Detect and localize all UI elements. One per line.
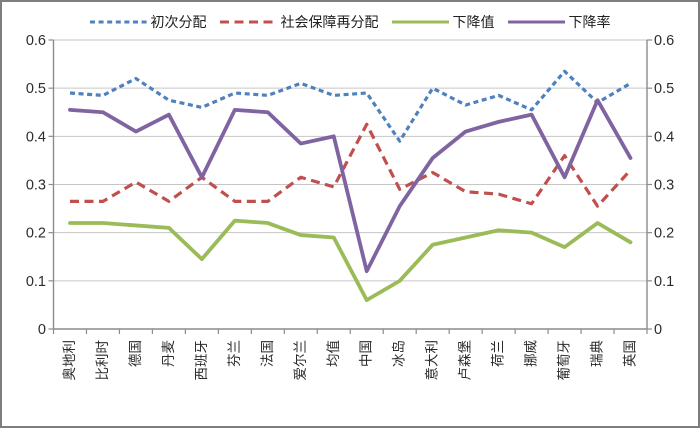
y-tick-label-right: 0.6: [654, 33, 674, 49]
legend-line-sample-decline-rate: [507, 20, 565, 24]
legend-line-sample-social-security-redistribution: [219, 20, 277, 24]
x-tick-label: 瑞典: [590, 340, 605, 367]
y-tick-label-right: 0.5: [654, 81, 674, 97]
legend-item-decline-rate: 下降率: [507, 12, 611, 32]
legend-item-decline-value: 下降值: [391, 12, 495, 32]
x-tick-label: 意大利: [424, 340, 440, 381]
legend-line-sample-primary-distribution: [89, 20, 147, 24]
y-tick-label-right: 0.1: [654, 274, 674, 290]
y-tick-label-right: 0.3: [654, 178, 674, 194]
y-tick-label-left: 0.5: [26, 81, 46, 97]
legend-item-label: 下降率: [568, 14, 611, 30]
legend-item-label: 社会保障再分配: [280, 14, 379, 30]
legend-item-primary-distribution: 初次分配: [89, 12, 207, 32]
x-tick-label: 比利时: [95, 340, 110, 381]
y-tick-label-left: 0: [38, 322, 46, 338]
x-tick-label: 英国: [622, 340, 638, 367]
y-tick-label-right: 0.2: [654, 226, 674, 242]
series-line-decline-rate: [68, 98, 633, 274]
legend-item-label: 初次分配: [150, 14, 207, 30]
x-tick-label: 德国: [128, 340, 143, 367]
x-tick-label: 均值: [326, 340, 341, 367]
x-tick-label: 丹麦: [161, 340, 176, 367]
x-tick-label: 卢森堡: [458, 340, 473, 381]
x-tick-label: 中国: [359, 340, 374, 367]
y-tick-label-left: 0.1: [26, 274, 46, 290]
series-line-primary-distribution: [69, 69, 632, 143]
x-tick-label: 西班牙: [194, 340, 209, 381]
x-tick-label: 芬兰: [227, 340, 242, 367]
x-tick-label: 葡萄牙: [557, 340, 572, 381]
x-tick-label: 挪威: [524, 340, 539, 367]
legend-item-social-security-redistribution: 社会保障再分配: [219, 12, 379, 32]
y-tick-label-right: 0.4: [654, 129, 674, 145]
legend-item-label: 下降值: [452, 14, 495, 30]
y-tick-label-left: 0.3: [26, 178, 46, 194]
x-tick-label: 冰岛: [392, 340, 407, 367]
chart-legend: 初次分配 社会保障再分配 下降值 下降率: [2, 10, 698, 34]
x-tick-label: 法国: [260, 340, 275, 367]
y-tick-label-left: 0.6: [26, 33, 46, 49]
y-tick-label-left: 0.2: [26, 226, 46, 242]
series-line-social-security-redistribution: [69, 122, 632, 208]
y-tick-label-left: 0.4: [26, 129, 46, 145]
x-tick-label: 荷兰: [491, 340, 506, 367]
y-tick-label-right: 0: [654, 322, 662, 338]
series-line-decline-value: [68, 218, 633, 303]
legend-line-sample-decline-value: [391, 20, 449, 24]
x-tick-label: 爱尔兰: [293, 340, 308, 381]
x-tick-label: 奥地利: [61, 340, 77, 381]
